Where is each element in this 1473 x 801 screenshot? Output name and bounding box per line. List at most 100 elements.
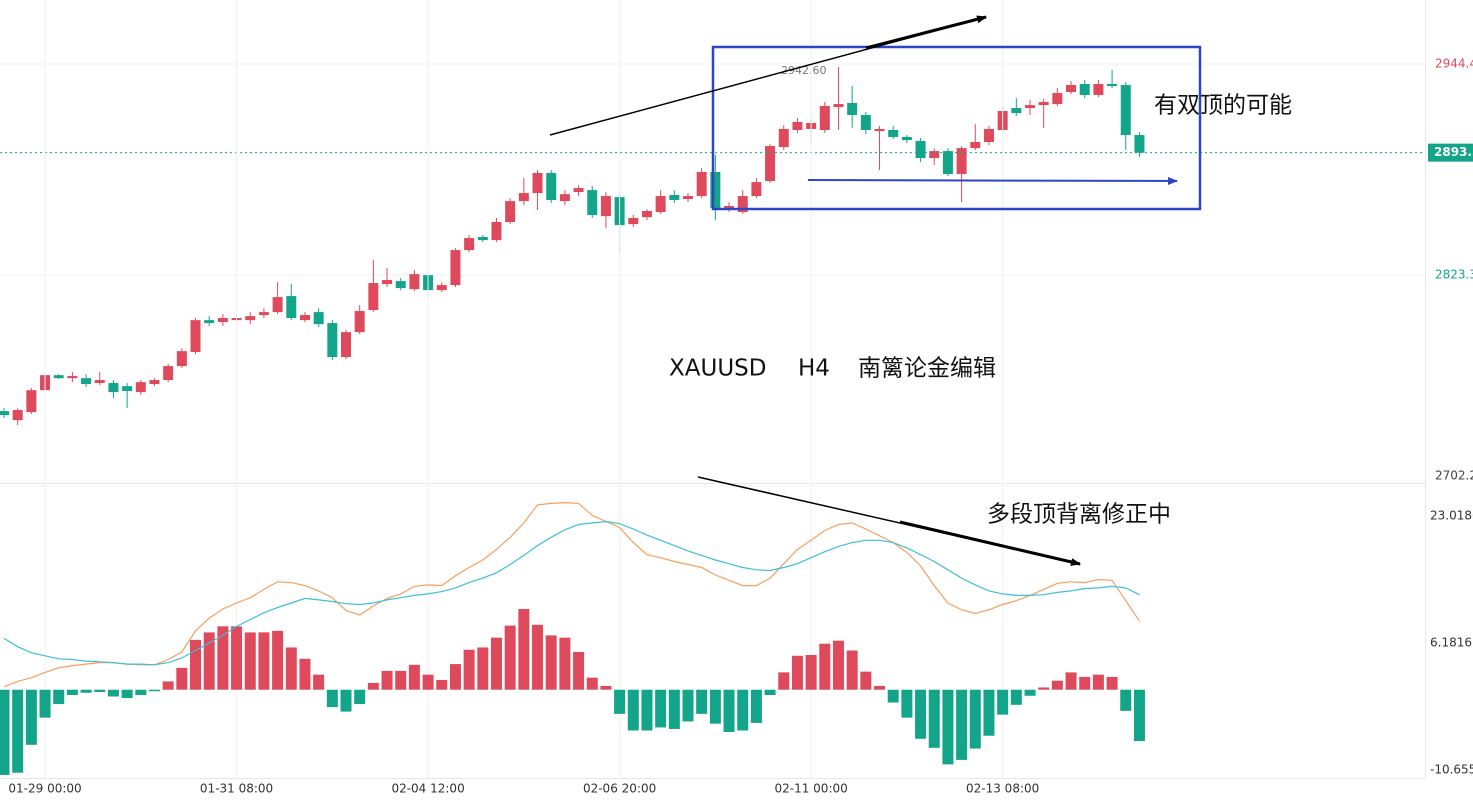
histogram-bar bbox=[12, 689, 24, 773]
histogram-bar bbox=[449, 664, 461, 690]
watermark: H4 bbox=[798, 356, 830, 382]
histogram-bar bbox=[422, 674, 434, 690]
histogram-bar bbox=[244, 632, 256, 690]
histogram-bar bbox=[1010, 689, 1022, 705]
histogram-bar bbox=[655, 689, 667, 728]
candle-body bbox=[669, 194, 680, 201]
candle-body bbox=[122, 386, 133, 392]
histogram-bar bbox=[1051, 680, 1063, 690]
candle-body bbox=[888, 129, 899, 137]
candle-body bbox=[1120, 85, 1131, 136]
candle-body bbox=[1038, 101, 1049, 106]
histogram-bar bbox=[668, 689, 680, 729]
candle-body bbox=[915, 140, 926, 159]
x-tick-label: 02-04 12:00 bbox=[391, 782, 464, 796]
candle-body bbox=[819, 105, 830, 130]
histogram-bar bbox=[1038, 687, 1050, 690]
candle-body bbox=[874, 128, 885, 132]
x-tick-label: 02-13 08:00 bbox=[966, 782, 1039, 796]
histogram-bar bbox=[518, 608, 530, 690]
histogram-bar bbox=[1092, 674, 1104, 690]
candle-body bbox=[258, 312, 269, 316]
histogram-bar bbox=[627, 689, 639, 731]
high-label: 2942.60 bbox=[781, 64, 827, 77]
candle-body bbox=[573, 188, 584, 193]
histogram-bar bbox=[559, 637, 571, 690]
candle-body bbox=[956, 148, 967, 175]
histogram-bar bbox=[614, 689, 626, 714]
box-annotation bbox=[711, 45, 1202, 211]
candle-body bbox=[436, 285, 447, 291]
histogram-bar bbox=[805, 655, 817, 690]
candle-body bbox=[450, 250, 461, 286]
histogram-bar bbox=[791, 655, 803, 690]
candle-body bbox=[1011, 108, 1022, 114]
candle-body bbox=[778, 128, 789, 148]
candle-body bbox=[929, 151, 940, 159]
candle-body bbox=[1079, 83, 1090, 95]
histogram-bar bbox=[1133, 689, 1145, 742]
candle-body bbox=[176, 351, 187, 367]
candle-body bbox=[1052, 93, 1063, 105]
histogram-bar bbox=[600, 685, 612, 690]
candle-body bbox=[53, 375, 64, 379]
candle-body bbox=[286, 296, 297, 319]
candle-body bbox=[737, 196, 748, 213]
candle-body bbox=[505, 201, 516, 223]
histogram-bar bbox=[723, 689, 735, 732]
candle-body bbox=[983, 128, 994, 143]
watermark: XAUUSD bbox=[669, 356, 766, 382]
macd-line bbox=[3, 520, 1140, 666]
histogram-bar bbox=[148, 689, 160, 692]
histogram-bar bbox=[750, 689, 762, 723]
histogram-bar bbox=[395, 670, 407, 690]
candle-body bbox=[272, 297, 283, 313]
histogram-bar bbox=[436, 679, 448, 690]
candle-body bbox=[108, 383, 119, 393]
y-tick-label: 2823.3 bbox=[1435, 267, 1473, 281]
candle-body bbox=[368, 282, 379, 311]
candle-body bbox=[683, 196, 693, 200]
histogram-bar bbox=[1079, 676, 1091, 690]
histogram-bar bbox=[532, 624, 544, 690]
x-tick-label: 02-06 20:00 bbox=[583, 782, 656, 796]
candle-body bbox=[341, 332, 351, 358]
histogram-bar bbox=[764, 689, 776, 696]
candle-body bbox=[751, 182, 762, 197]
candle-body bbox=[792, 121, 803, 130]
candle-body bbox=[163, 366, 174, 381]
candle-body bbox=[245, 316, 256, 321]
histogram-bar bbox=[340, 689, 352, 712]
x-tick-label: 01-31 08:00 bbox=[200, 782, 273, 796]
histogram-bar bbox=[107, 689, 119, 697]
histogram-bar bbox=[190, 639, 202, 690]
histogram-bar bbox=[231, 626, 243, 690]
histogram-bar bbox=[463, 649, 475, 690]
candle-body bbox=[0, 411, 9, 416]
candle-body bbox=[546, 173, 557, 201]
histogram-bar bbox=[573, 652, 585, 690]
histogram-bar bbox=[53, 689, 65, 705]
histogram-bar bbox=[682, 689, 694, 722]
candle-body bbox=[532, 173, 543, 194]
note: 有双顶的可能 bbox=[1154, 93, 1292, 119]
candle-body bbox=[409, 274, 420, 290]
histogram-bar bbox=[258, 632, 270, 690]
candle-body bbox=[655, 196, 666, 213]
histogram-bar bbox=[381, 670, 393, 690]
histogram-bar bbox=[272, 630, 284, 690]
candle-body bbox=[600, 196, 611, 217]
candle-body bbox=[395, 281, 406, 289]
histogram-bar bbox=[983, 689, 995, 736]
candle-body bbox=[970, 142, 981, 149]
histogram-bar bbox=[354, 689, 366, 705]
candle-body bbox=[518, 193, 529, 202]
histogram-bar bbox=[641, 689, 653, 731]
histogram-bar bbox=[25, 689, 37, 745]
histogram-bar bbox=[969, 689, 981, 749]
histogram-bar bbox=[408, 664, 420, 690]
candle-body bbox=[765, 146, 776, 182]
